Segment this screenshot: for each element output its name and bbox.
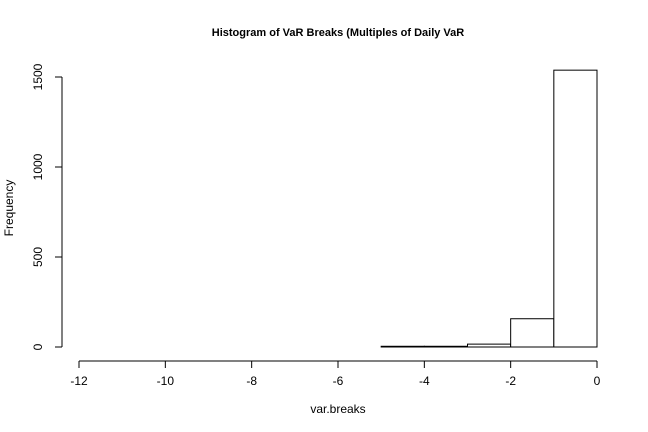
chart-title: Histogram of VaR Breaks (Multiples of Da… <box>212 27 465 39</box>
y-axis-label: Frequency <box>2 180 16 237</box>
x-tick-label: -6 <box>333 374 344 388</box>
histogram-bar <box>510 318 555 348</box>
histogram-bar <box>423 345 469 348</box>
y-tick-label: 500 <box>31 247 45 267</box>
x-tick-label: 0 <box>594 374 601 388</box>
x-tick-label: -4 <box>419 374 430 388</box>
x-tick-label: -2 <box>505 374 516 388</box>
x-tick-label: -8 <box>246 374 257 388</box>
x-tick-label: -12 <box>70 374 88 388</box>
y-tick-label: 0 <box>31 343 45 350</box>
histogram-bar <box>467 343 512 348</box>
y-tick-label: 1000 <box>31 153 45 180</box>
x-axis-label: var.breaks <box>310 402 365 416</box>
histogram-bars <box>380 69 598 348</box>
histogram-bar <box>553 69 598 348</box>
y-axis: 0 500 1000 1500 <box>31 63 63 350</box>
x-tick-label: -10 <box>157 374 175 388</box>
histogram-bar <box>380 345 425 348</box>
x-axis: -12 -10 -8 -6 -4 -2 0 <box>70 360 601 388</box>
y-tick-label: 1500 <box>31 63 45 90</box>
